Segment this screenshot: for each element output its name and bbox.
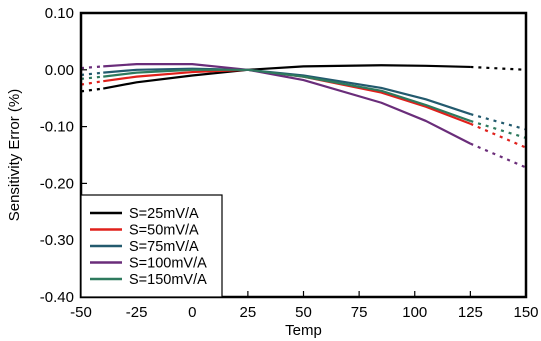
x-tick-label: 75 <box>351 304 368 321</box>
series-dashed-segment <box>80 80 104 86</box>
legend-item: S=50mV/A <box>90 223 199 239</box>
y-tick-label: -0.20 <box>40 175 74 192</box>
x-tick-label: 0 <box>188 304 196 321</box>
x-tick-label: -50 <box>70 304 92 321</box>
series-dashed-segment <box>80 87 104 93</box>
y-tick-label: -0.10 <box>40 119 74 136</box>
y-tick-labels: 0.10 0.00 -0.10 -0.20 -0.30 -0.40 <box>40 5 74 306</box>
x-tick-label: -25 <box>126 304 148 321</box>
x-tick-label: 25 <box>240 304 257 321</box>
series-dashed-segment <box>80 65 104 70</box>
y-tick-label: 0.00 <box>45 62 74 79</box>
y-axis-title: Sensitivity Error (%) <box>6 89 23 222</box>
legend-item: S=150mV/A <box>90 272 207 288</box>
series-dashed-segment <box>469 122 527 149</box>
legend-item: S=75mV/A <box>90 239 199 255</box>
x-tick-label: 150 <box>513 304 538 321</box>
x-tick-label: 100 <box>402 304 427 321</box>
series-dashed-segment <box>470 65 527 71</box>
legend-item: S=25mV/A <box>90 206 199 222</box>
series-dashed-segment <box>470 119 527 140</box>
y-tick-label: -0.30 <box>40 232 74 249</box>
series-layer <box>80 63 527 169</box>
legend-item: S=100mV/A <box>90 256 207 272</box>
legend-label: S=150mV/A <box>129 272 207 288</box>
series-dashed-segment <box>469 142 527 169</box>
series-s-150mv-a <box>80 68 527 140</box>
series-dashed-segment <box>80 71 104 77</box>
series-dashed-segment <box>80 75 104 80</box>
series-line <box>103 64 471 90</box>
x-axis-title: Temp <box>285 322 322 339</box>
y-tick-label: 0.10 <box>45 5 74 22</box>
legend-label: S=50mV/A <box>129 223 199 239</box>
plot-area-frame <box>79 11 528 299</box>
legend-label: S=100mV/A <box>129 256 207 272</box>
x-tick-labels: -50 -25 0 25 50 75 100 125 150 <box>70 304 538 321</box>
x-tick-label: 50 <box>295 304 312 321</box>
y-tick-label: -0.40 <box>40 289 74 306</box>
series-s-25mv-a <box>80 64 527 93</box>
legend: S=25mV/A S=50mV/A S=75mV/A S=100mV/A S=1… <box>80 194 223 298</box>
legend-label: S=25mV/A <box>129 206 199 222</box>
series-s-100mv-a <box>80 63 527 169</box>
x-tick-label: 125 <box>458 304 483 321</box>
series-line <box>103 68 471 122</box>
series-dashed-segment <box>470 113 527 131</box>
series-line <box>103 63 471 145</box>
legend-label: S=75mV/A <box>129 239 199 255</box>
